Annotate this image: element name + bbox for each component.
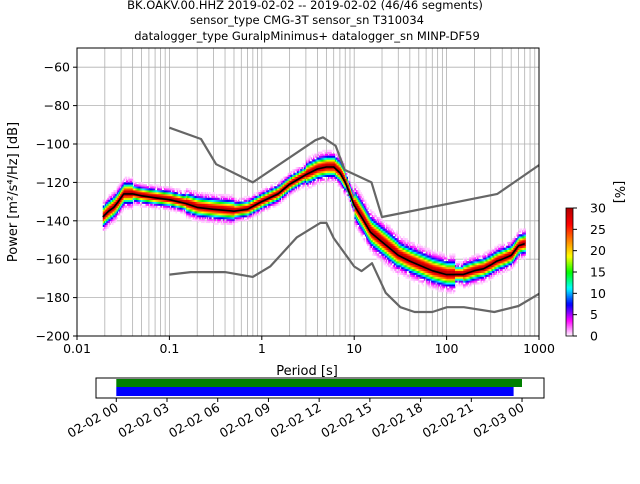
- density-cell: [454, 253, 456, 255]
- density-cell: [351, 184, 353, 186]
- density-cell: [325, 150, 327, 152]
- density-cell: [126, 177, 128, 179]
- density-cell: [368, 205, 370, 207]
- density-cell: [239, 198, 241, 200]
- density-cell: [271, 184, 273, 186]
- density-cell: [216, 194, 218, 196]
- density-cell: [117, 217, 119, 219]
- density-cell: [413, 242, 415, 244]
- title-line-2: sensor_type CMG-3T sensor_sn T310034: [190, 13, 424, 27]
- density-cell: [334, 154, 336, 156]
- title-line-1: BK.OAKV.00.HHZ 2019-02-02 -- 2019-02-02 …: [127, 0, 483, 12]
- density-cell: [456, 284, 458, 286]
- density-cell: [275, 182, 277, 184]
- density-cell: [254, 192, 256, 194]
- density-cell: [365, 200, 367, 202]
- density-cell: [486, 280, 488, 282]
- density-cell: [389, 225, 391, 227]
- density-cell: [330, 150, 332, 152]
- density-cell: [132, 177, 134, 179]
- density-cell: [325, 180, 327, 182]
- density-cell: [479, 255, 481, 257]
- density-cell: [478, 282, 480, 284]
- density-cell: [306, 157, 308, 159]
- density-cell: [322, 182, 324, 184]
- density-cell: [465, 257, 467, 259]
- density-cell: [236, 198, 238, 200]
- density-cell: [306, 188, 308, 190]
- density-cell: [446, 255, 448, 257]
- density-cell: [214, 192, 216, 194]
- density-cell: [202, 192, 204, 194]
- density-cell: [232, 194, 234, 196]
- density-cell: [299, 188, 301, 190]
- density-cell: [161, 186, 163, 188]
- density-cell: [349, 179, 351, 181]
- density-cell: [437, 252, 439, 254]
- density-cell: [454, 290, 456, 292]
- density-cell: [383, 221, 385, 223]
- density-cell: [408, 275, 410, 277]
- density-cell: [364, 238, 366, 240]
- density-cell: [381, 219, 383, 221]
- density-cell: [315, 154, 317, 156]
- density-cell: [363, 196, 365, 198]
- density-cell: [423, 284, 425, 286]
- density-cell: [173, 188, 175, 190]
- density-cell: [383, 225, 385, 227]
- density-cell: [180, 190, 182, 192]
- density-cell: [443, 253, 445, 255]
- density-cell: [434, 250, 436, 252]
- density-cell: [396, 230, 398, 232]
- density-cell: [191, 190, 193, 192]
- density-cell: [114, 190, 116, 192]
- density-cell: [348, 175, 350, 177]
- title-line-3: datalogger_type GuralpMinimus+ datalogge…: [134, 29, 480, 43]
- density-cell: [333, 150, 335, 152]
